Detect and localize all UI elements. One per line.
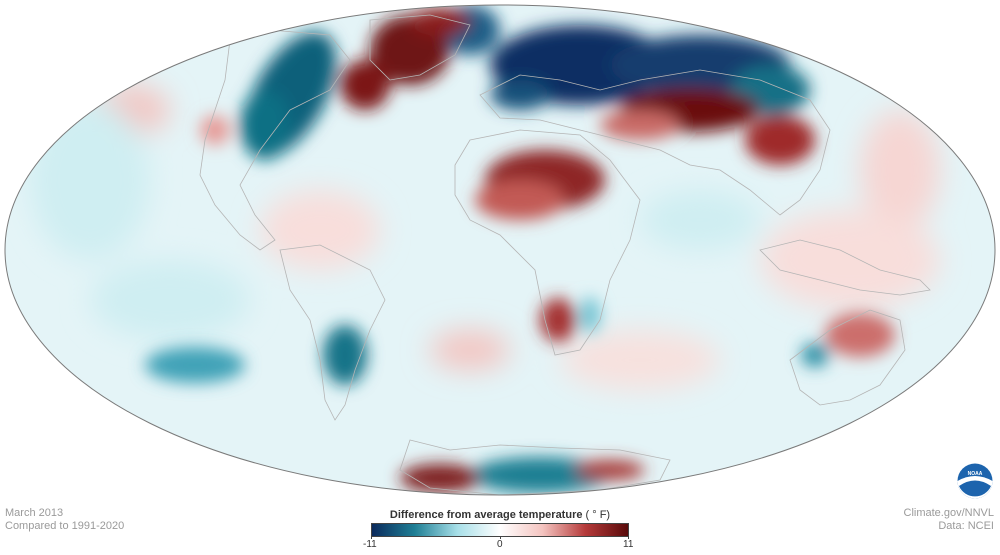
tick-mark-min bbox=[371, 536, 372, 539]
source-credit: Climate.gov/NNVL bbox=[903, 507, 994, 519]
legend-title: Difference from average temperature ( ° … bbox=[0, 509, 1000, 521]
date-caption: March 2013 Compared to 1991-2020 bbox=[5, 507, 124, 533]
coastlines bbox=[199, 14, 931, 495]
month-label: March 2013 bbox=[5, 507, 64, 519]
legend-unit: ( ° F) bbox=[585, 509, 611, 521]
credits: Climate.gov/NNVL Data: NCEI bbox=[904, 507, 994, 533]
noaa-logo-text: NOAA bbox=[968, 471, 983, 477]
data-credit: Data: NCEI bbox=[938, 520, 994, 532]
tick-mark-mid bbox=[500, 536, 501, 539]
anomaly-field bbox=[5, 5, 995, 495]
legend-max-label: 11 bbox=[623, 539, 634, 550]
temperature-anomaly-map bbox=[4, 4, 996, 496]
noaa-logo-icon: NOAA bbox=[957, 463, 993, 499]
tick-mark-max bbox=[628, 536, 629, 539]
baseline-label: Compared to 1991-2020 bbox=[5, 520, 125, 532]
globe-outline bbox=[4, 4, 996, 496]
legend-mid-label: 0 bbox=[497, 539, 503, 550]
color-scale-bar bbox=[371, 523, 629, 537]
legend-title-text: Difference from average temperature bbox=[389, 509, 583, 521]
legend-min-label: -11 bbox=[363, 539, 377, 550]
